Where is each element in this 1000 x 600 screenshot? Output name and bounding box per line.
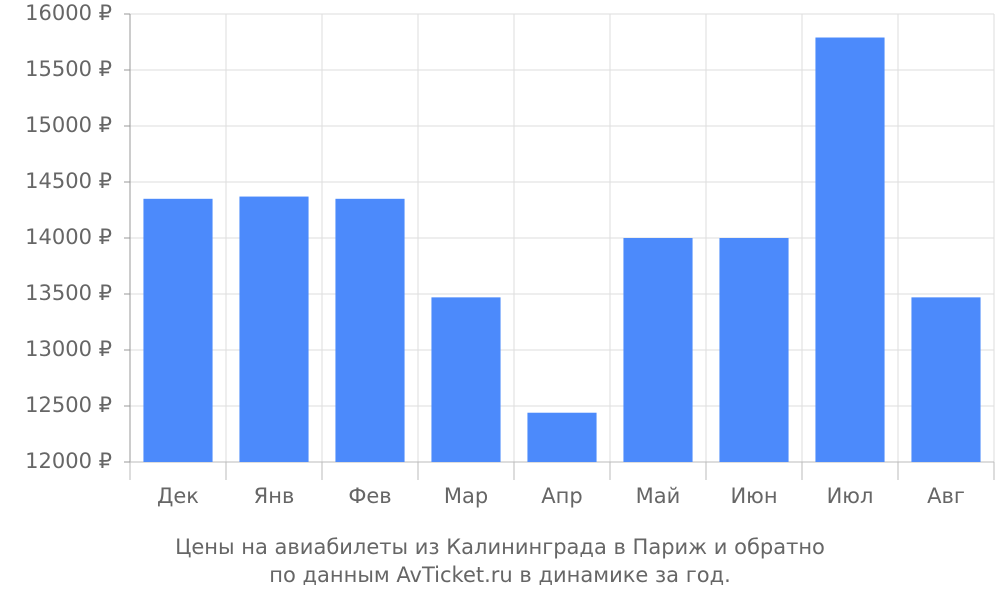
bar bbox=[527, 412, 597, 462]
bar bbox=[719, 238, 789, 462]
x-tick-label: Апр bbox=[541, 484, 582, 508]
x-tick-label: Июл bbox=[827, 484, 874, 508]
bar bbox=[815, 37, 885, 463]
y-tick-label: 14000 ₽ bbox=[25, 225, 112, 249]
x-tick-label: Фев bbox=[348, 484, 391, 508]
y-tick-label: 14500 ₽ bbox=[25, 169, 112, 193]
y-tick-label: 12500 ₽ bbox=[25, 393, 112, 417]
chart-caption: по данным AvTicket.ru в динамике за год. bbox=[269, 563, 731, 587]
x-tick-label: Дек bbox=[157, 484, 199, 508]
x-tick-label: Мар bbox=[444, 484, 488, 508]
x-tick-label: Авг bbox=[927, 484, 965, 508]
y-tick-label: 12000 ₽ bbox=[25, 449, 112, 473]
x-tick-label: Янв bbox=[254, 484, 295, 508]
x-tick-label: Июн bbox=[730, 484, 777, 508]
bar bbox=[623, 238, 693, 462]
bar bbox=[431, 297, 501, 462]
chart-caption: Цены на авиабилеты из Калининграда в Пар… bbox=[175, 535, 825, 559]
x-tick-label: Май bbox=[636, 484, 681, 508]
bar bbox=[239, 196, 309, 462]
y-tick-label: 16000 ₽ bbox=[25, 1, 112, 25]
bar bbox=[911, 297, 981, 462]
y-tick-label: 15000 ₽ bbox=[25, 113, 112, 137]
y-tick-label: 13500 ₽ bbox=[25, 281, 112, 305]
bar bbox=[143, 198, 213, 463]
y-tick-label: 15500 ₽ bbox=[25, 57, 112, 81]
y-tick-label: 13000 ₽ bbox=[25, 337, 112, 361]
bar bbox=[335, 198, 405, 463]
